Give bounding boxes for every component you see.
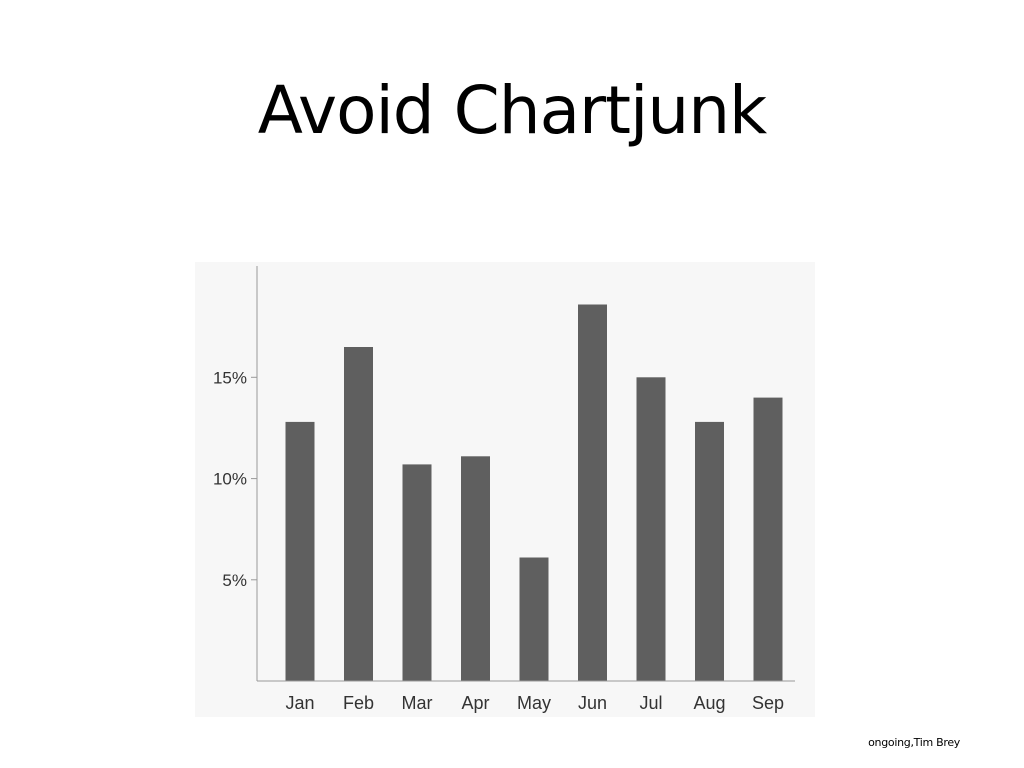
x-tick-label-may: May: [517, 693, 551, 713]
bar-mar: [402, 464, 432, 681]
x-tick-label-jul: Jul: [639, 693, 662, 713]
bar-chart: 5% 10% 15% Jan Feb Mar Apr May Jun Jul Aug Sep: [195, 262, 815, 717]
bar-aug: [695, 421, 724, 681]
y-tick-label-10: 10%: [213, 470, 247, 489]
bar-feb: [344, 347, 373, 681]
bars-layer: [285, 304, 783, 681]
x-tick-label-aug: Aug: [693, 693, 725, 713]
bar-chart-svg: 5% 10% 15% Jan Feb Mar Apr May Jun Jul Aug Sep: [213, 266, 795, 713]
labels-layer: 5% 10% 15% Jan Feb Mar Apr May Jun Jul Aug Sep: [213, 368, 784, 713]
bar-jul: [636, 377, 666, 681]
y-tick-label-15: 15%: [213, 368, 247, 387]
bar-apr: [461, 456, 490, 681]
x-tick-label-apr: Apr: [461, 693, 489, 713]
slide-title: Avoid Chartjunk: [257, 72, 768, 149]
slide-credit: ongoing,Tim Brey: [868, 736, 960, 749]
bar-sep: [753, 397, 783, 681]
x-tick-label-jun: Jun: [578, 693, 607, 713]
bar-may: [519, 557, 549, 681]
x-tick-label-feb: Feb: [343, 693, 374, 713]
x-tick-label-sep: Sep: [752, 693, 784, 713]
bar-jan: [285, 421, 315, 681]
y-tick-label-5: 5%: [222, 571, 247, 590]
x-tick-label-mar: Mar: [402, 693, 433, 713]
x-tick-label-jan: Jan: [285, 693, 314, 713]
bar-jun: [578, 304, 607, 681]
axis-layer: [251, 266, 795, 682]
